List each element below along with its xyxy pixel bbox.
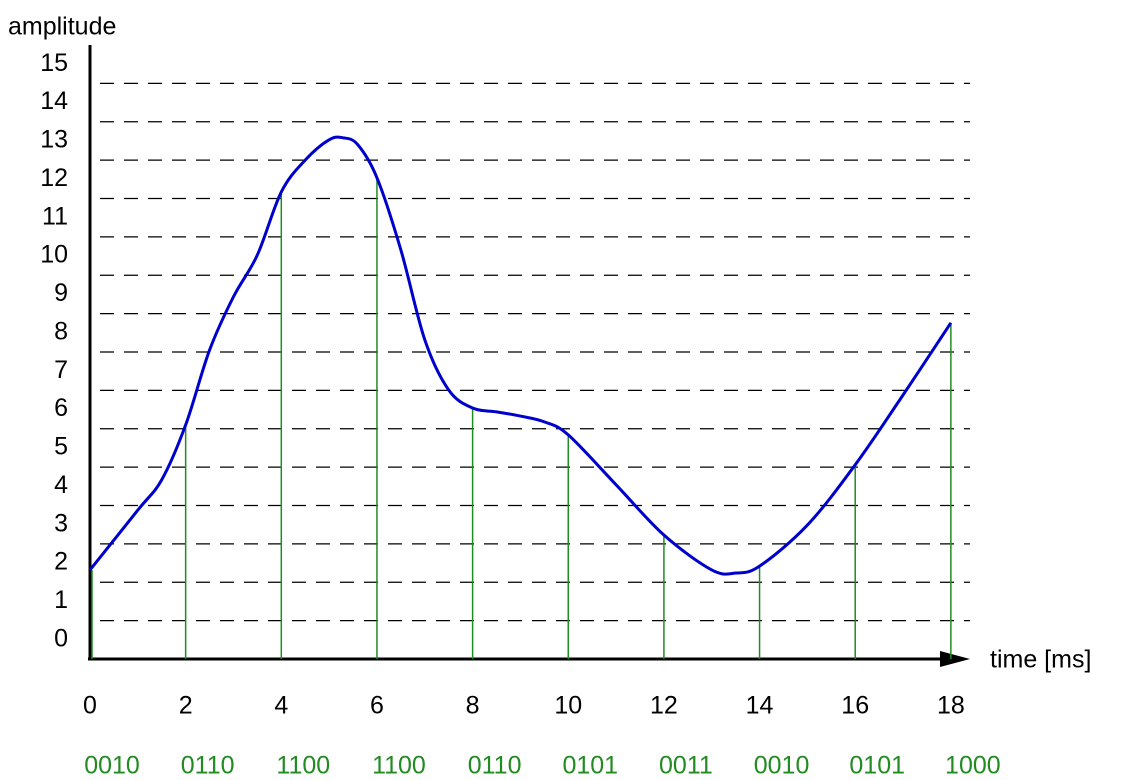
y-tick-label: 2: [54, 548, 68, 576]
y-tick-label: 15: [40, 49, 68, 77]
y-tick-label: 3: [54, 509, 68, 537]
sample-code: 0011: [659, 752, 713, 780]
y-tick-label: 6: [54, 394, 68, 422]
sample-code: 0010: [84, 752, 140, 780]
y-tick-label: 8: [54, 317, 68, 345]
sample-code: 0101: [849, 752, 905, 780]
y-tick-label: 10: [40, 241, 68, 269]
x-axis-arrow: [940, 651, 970, 667]
y-tick-label: 5: [54, 433, 68, 461]
y-tick-label: 14: [40, 87, 68, 115]
x-tick-label: 18: [937, 692, 965, 720]
y-tick-label: 1: [54, 586, 68, 614]
x-tick-label: 16: [841, 692, 869, 720]
sample-code: 1100: [372, 752, 426, 780]
sample-code: 0110: [181, 752, 235, 780]
x-tick-label: 14: [746, 692, 774, 720]
y-tick-label: 4: [54, 471, 68, 499]
y-tick-label: 12: [40, 164, 68, 192]
x-tick-label: 10: [554, 692, 582, 720]
x-tick-label: 0: [83, 692, 97, 720]
y-tick-label: 11: [42, 202, 68, 230]
x-tick-label: 4: [274, 692, 288, 720]
sample-code: 0110: [468, 752, 522, 780]
sample-code: 0101: [562, 752, 618, 780]
x-axis-label: time [ms]: [990, 646, 1091, 674]
x-tick-label: 6: [370, 692, 384, 720]
signal-curve: [88, 135, 953, 576]
x-tick-label: 2: [179, 692, 193, 720]
x-tick-label: 12: [650, 692, 678, 720]
sample-code: 1100: [276, 752, 330, 780]
y-axis-label: amplitude: [8, 13, 116, 41]
y-tick-label: 9: [54, 279, 68, 307]
y-tick-label: 7: [54, 356, 68, 384]
y-tick-label: 0: [54, 624, 68, 652]
x-tick-label: 8: [466, 692, 480, 720]
sample-code: 0010: [754, 752, 810, 780]
y-tick-label: 13: [40, 126, 68, 154]
sample-code: 1000: [945, 752, 1001, 780]
